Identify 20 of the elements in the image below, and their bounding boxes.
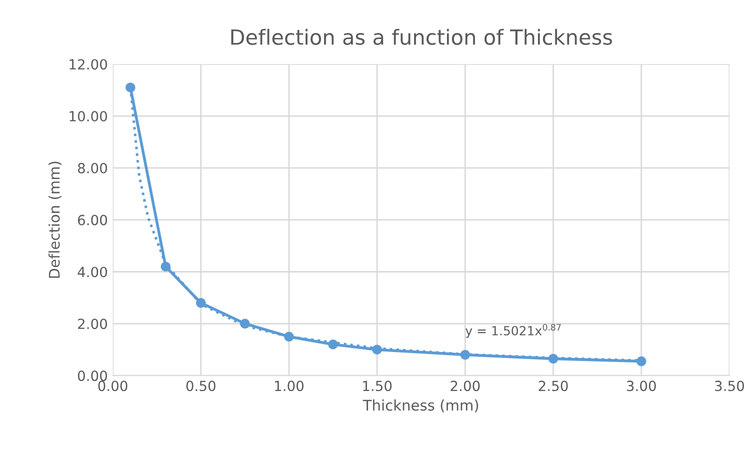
y-axis-title: Deflection (mm) (48, 162, 62, 278)
x-tick-label: 0.00 (98, 380, 128, 392)
y-tick-label: 4.00 (78, 266, 108, 278)
x-tick-label: 0.50 (186, 380, 216, 392)
x-tick-label: 2.00 (450, 380, 480, 392)
x-tick-label: 1.50 (363, 380, 392, 392)
y-tick-label: 0.00 (78, 370, 108, 382)
y-tick-label: 8.00 (78, 162, 108, 174)
x-tick-label: 2.50 (538, 380, 568, 392)
chart-title: Deflection as a function of Thickness (231, 28, 612, 45)
y-tick-label: 2.00 (78, 318, 108, 330)
y-tick-label: 12.00 (70, 59, 108, 70)
y-tick-label: 10.00 (70, 110, 108, 122)
y-tick-label: 6.00 (78, 214, 108, 226)
point (636, 356, 646, 366)
x-tick-label: 1.00 (275, 380, 304, 392)
x-tick-label: 3.50 (715, 380, 744, 392)
x-tick-label: 3.00 (626, 380, 656, 392)
x-axis-title: Thickness (mm) (362, 399, 478, 412)
annotation: y = 1.5021x$^{0.87}$ (466, 324, 561, 338)
